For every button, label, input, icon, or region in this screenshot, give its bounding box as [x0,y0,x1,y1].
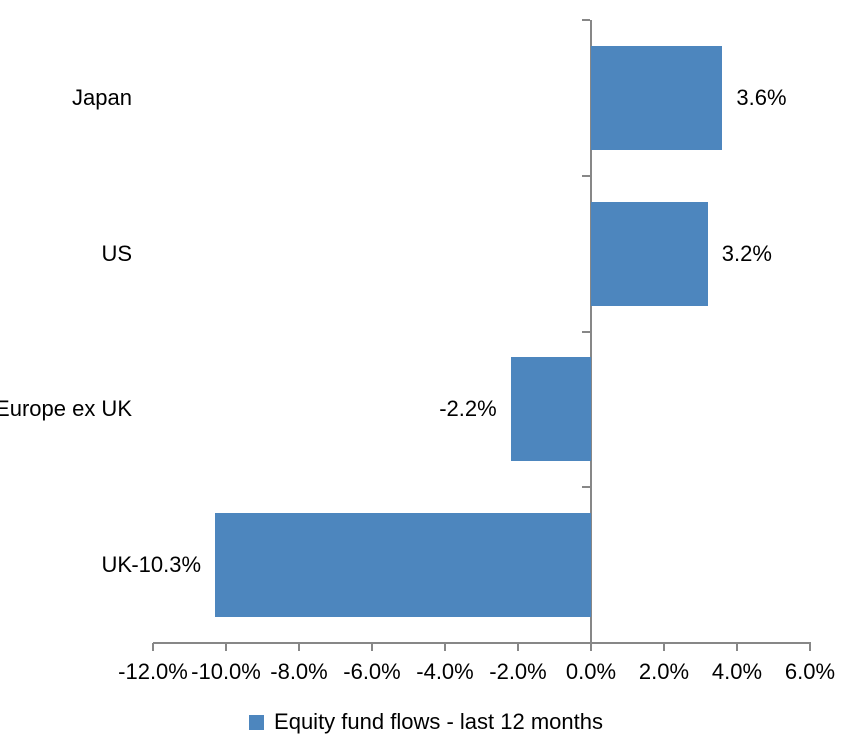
value-label: -10.3% [131,552,202,578]
x-axis-tick-label: 6.0% [784,659,836,684]
legend-marker-icon [249,714,265,730]
category-label: Japan [72,84,132,110]
y-axis-tick [582,330,590,333]
bar-us [591,201,708,306]
value-label: 3.2% [721,240,772,266]
x-axis-tick-label: -8.0% [270,659,328,684]
y-axis-tick [582,174,590,177]
x-axis-tick [225,643,227,651]
value-label: 3.6% [736,84,787,110]
x-axis-tick-label: -10.0% [191,659,261,684]
x-axis [153,642,811,644]
x-axis-tick [736,643,738,651]
x-axis-tick [371,643,373,651]
x-axis-tick-label: 0.0% [565,659,617,684]
x-axis-tick-label: -12.0% [118,659,188,684]
y-axis-tick [582,19,590,21]
y-axis [590,20,592,643]
legend: Equity fund flows - last 12 months [0,707,852,737]
category-label: US [101,240,132,266]
x-axis-tick [298,643,300,651]
x-axis-tick-label: -4.0% [416,659,474,684]
x-axis-tick-label: -6.0% [343,659,401,684]
category-label: UK [101,552,132,578]
x-axis-tick-label: -2.0% [489,659,547,684]
x-axis-tick [590,643,592,651]
category-label: Europe ex UK [0,396,132,422]
y-axis-tick [582,642,590,644]
bar-uk [215,513,591,618]
value-label: -2.2% [439,396,497,422]
x-axis-tick [444,643,446,651]
x-axis-tick [517,643,519,651]
x-axis-tick-label: 2.0% [638,659,690,684]
x-axis-tick [152,643,154,651]
x-axis-tick [809,643,811,651]
bar-japan [591,45,723,150]
bar-europe-ex-uk [510,357,591,462]
y-axis-tick [582,486,590,489]
legend-label: Equity fund flows - last 12 months [274,709,603,734]
x-axis-tick-label: 4.0% [711,659,763,684]
x-axis-tick [663,643,665,651]
